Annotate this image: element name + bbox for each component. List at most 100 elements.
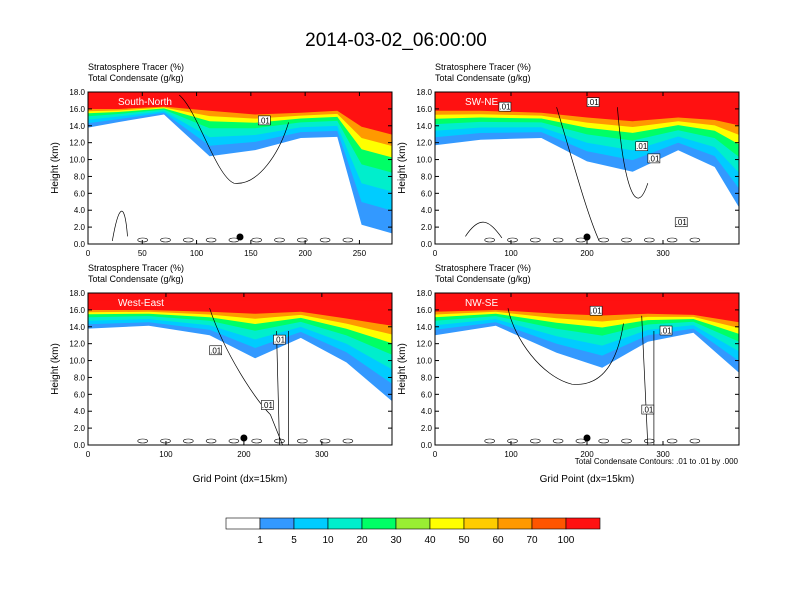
panel-title-line: Stratosphere Tracer (%) [435,263,531,273]
condensate-contour [598,237,610,243]
y-tick-label: 4.0 [74,206,86,215]
y-tick-label: 8.0 [421,172,433,181]
condensate-contour [552,438,564,444]
y-tick-label: 10.0 [416,357,432,366]
colorbar-swatch [497,517,533,530]
colorbar: 1 5 10 20 30 40 50 60 70 100 [225,517,601,546]
condensate-contour [137,438,148,444]
plot-frame [87,292,393,446]
y-tick-label: 18.0 [416,88,432,97]
contour-label: .01 [274,336,286,345]
contour-label: .01 [636,142,648,151]
condensate-contour [643,237,655,243]
x-tick-label: 100 [504,249,518,258]
tracer-band [88,293,392,326]
y-tick-label: 4.0 [421,206,433,215]
y-tick-label: 8.0 [421,373,433,382]
colorbar-swatch [429,517,465,530]
y-tick-label: 14.0 [416,323,432,332]
y-tick-label: 6.0 [74,189,86,198]
colorbar-swatch [361,517,397,530]
x-tick-label: 200 [580,450,594,459]
colorbar-swatch [327,517,363,530]
y-axis-title: Height (km) [50,343,61,395]
contour-label-box [586,97,600,107]
condensate-contour [183,237,194,243]
condensate-contour [205,237,217,243]
condensate-contour [465,107,649,242]
section-name-label: SW-NE [465,97,498,108]
x-tick-label: 100 [190,249,204,258]
y-tick-label: 2.0 [74,424,86,433]
condensate-contour [111,94,289,242]
condensate-contour [507,308,655,446]
y-tick-label: 16.0 [416,105,432,114]
colorbar-swatch [293,517,329,530]
section-name-label: NW-SE [465,298,498,309]
y-axis-title: Height (km) [397,343,408,395]
condensate-contour [529,237,541,243]
y-tick-label: 0.0 [74,240,86,249]
y-tick-label: 16.0 [416,306,432,315]
condensate-contour [484,438,496,444]
condensate-contour [643,438,655,444]
colorbar-label: 100 [558,535,575,546]
condensate-contour [183,438,194,444]
x-tick-label: 300 [656,450,670,459]
panel-title-line: Stratosphere Tracer (%) [88,62,184,72]
y-tick-label: 8.0 [74,172,86,181]
condensate-contour [666,438,678,444]
colorbar-label: 30 [390,535,402,546]
condensate-contour [342,438,354,444]
contour-label: .01 [210,346,222,355]
contour-label-box [641,404,655,415]
y-tick-label: 16.0 [69,105,85,114]
contour-label: .01 [262,401,274,410]
contour-label: .01 [660,327,672,336]
x-tick-label: 300 [315,450,329,459]
condensate-contour [296,438,308,444]
y-tick-label: 18.0 [69,289,85,298]
y-tick-label: 10.0 [69,156,85,165]
location-marker [583,434,591,442]
x-tick-label: 250 [353,249,367,258]
y-tick-label: 0.0 [74,441,86,450]
panel-title-line: Stratosphere Tracer (%) [88,263,184,273]
condensate-contour [319,237,331,243]
location-marker [240,434,248,442]
x-tick-label: 0 [86,249,91,258]
y-axis-title: Height (km) [50,142,61,194]
x-tick-label: 100 [504,450,518,459]
x-tick-label: 0 [433,450,438,459]
contour-label: .01 [588,98,600,107]
contour-label-box [273,334,286,345]
y-tick-label: 6.0 [421,189,433,198]
condensate-contour [598,438,610,444]
y-tick-label: 14.0 [416,122,432,131]
colorbar-swatch [259,517,295,530]
y-tick-label: 14.0 [69,122,85,131]
colorbar-label: 70 [526,535,538,546]
condensate-contour [484,237,496,243]
contour-label-box [498,101,512,112]
condensate-contour [209,308,289,446]
contour-label: .01 [591,307,603,316]
panel-title-line: Total Condensate (g/kg) [88,73,184,83]
x-tick-label: 50 [138,249,147,258]
colorbar-label: 60 [492,535,504,546]
location-marker [583,233,591,241]
y-axis-title: Height (km) [397,142,408,194]
colorbar-swatch [463,517,499,530]
contour-label-box [659,325,673,336]
condensate-contour [251,438,263,444]
panel-title-line: Total Condensate (g/kg) [88,274,184,284]
section-name-label: West-East [118,298,164,309]
contour-label-box [258,115,271,126]
contour-label: .01 [259,116,271,125]
contour-label: .01 [676,218,688,227]
colorbar-label: 5 [291,535,297,546]
condensate-contour [552,237,564,243]
x-tick-label: 300 [656,249,670,258]
x-tick-label: 100 [159,450,173,459]
y-tick-label: 0.0 [421,441,433,450]
